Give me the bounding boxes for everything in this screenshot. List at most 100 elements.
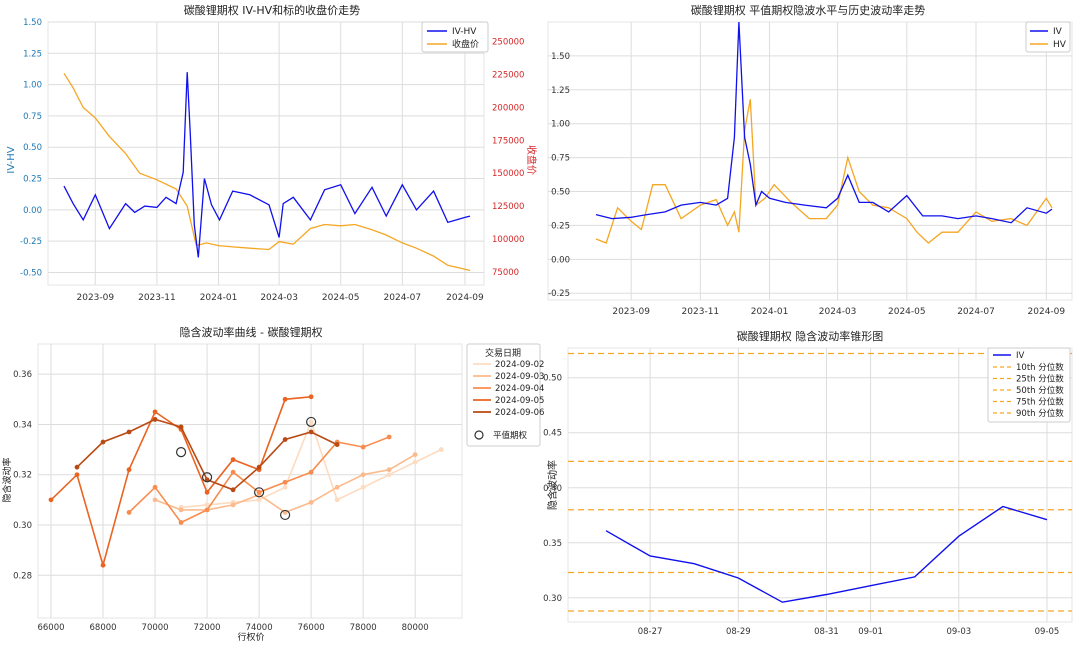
panel1-y2-tick-label: 175000 <box>492 136 524 146</box>
panel3-x-tick-label: 78000 <box>350 623 377 633</box>
panel3-smile-point <box>412 452 418 458</box>
panel4-x-tick-label: 09-05 <box>1035 627 1060 637</box>
panel2-x-tick-label: 2024-05 <box>888 307 926 317</box>
panel1-x-tick-label: 2024-05 <box>322 293 360 303</box>
panel3-grid <box>37 343 463 619</box>
panel3-legend-label: 2024-09-04 <box>495 384 544 394</box>
panel3-smile-point <box>308 429 314 435</box>
panel2-y-tick-label: 1.25 <box>551 86 570 96</box>
panel1-x-tick-label: 2024-03 <box>260 293 298 303</box>
panel3-smile-point <box>334 484 340 490</box>
panel1-y2label: 收盘价 <box>525 145 538 175</box>
panel3-smile-point <box>204 502 210 508</box>
panel3-atm-marker <box>201 472 213 483</box>
panel2-x-tick-label: 2023-09 <box>612 307 650 317</box>
panel4-y-tick-label: 0.50 <box>543 374 562 384</box>
panel1-x-ticks: 2023-09 2023-11 2024-01 2024-03 2024-05 2024-… <box>77 293 485 303</box>
panel3-legend-label: 2024-09-03 <box>495 372 544 382</box>
panel3-legend-atm-swatch <box>474 430 484 440</box>
panel3-smile-point <box>308 394 314 400</box>
panel1-grid <box>47 21 485 286</box>
panel2-y-tick-label: 1.00 <box>551 120 570 130</box>
panel3-legend-label: 2024-09-05 <box>495 396 544 406</box>
panel3-smile-line-2024-09-05 <box>50 396 312 569</box>
panel3-smile-point <box>152 484 158 490</box>
panel3-x-tick-label: 68000 <box>90 623 117 633</box>
panel4-x-tick-label: 08-29 <box>726 627 751 637</box>
panel3-smile-point <box>438 447 444 452</box>
panel3-series <box>48 394 444 569</box>
panel3-smile-point <box>204 489 210 495</box>
panel3-smile-point <box>126 467 132 473</box>
panel1-y2-tick-label: 250000 <box>492 38 524 48</box>
panel1-y2-tick-label: 200000 <box>492 103 524 113</box>
panel3-smile-point <box>256 489 262 495</box>
panel3-x-tick-label: 74000 <box>246 623 273 633</box>
panel1-series <box>63 72 471 272</box>
panel3-smile-point <box>256 497 262 503</box>
panel3-x-tick-label: 80000 <box>402 623 429 633</box>
panel4-x-tick-label: 08-31 <box>814 627 839 637</box>
panel4-plot-frame <box>567 347 1073 623</box>
panel3-smile-point <box>204 507 210 513</box>
panel3-atm-marker <box>306 416 317 428</box>
panel2-x-tick-label: 2023-11 <box>682 307 720 317</box>
panel1-x-tick-label: 2023-11 <box>138 293 176 303</box>
panel1-y-tick-label: 0.50 <box>23 143 42 153</box>
panel3-xlabel: 行权价 <box>237 631 264 643</box>
panel3-smile-point <box>308 499 314 505</box>
panel1-x-tick-label: 2024-09 <box>446 293 484 303</box>
panel1-x-tick-label: 2024-07 <box>384 293 422 303</box>
panel1-y-tick-label: 1.25 <box>23 49 42 59</box>
panel4-title: 碳酸锂期权 隐含波动率锥形图 <box>737 329 884 343</box>
panel4-series <box>605 505 1048 603</box>
panel3-smile-point <box>100 562 106 568</box>
panel3-ylabel: 隐含波动率 <box>1 457 13 502</box>
panel4-y-tick-label: 0.45 <box>543 429 562 439</box>
panel3-smile-point <box>230 502 236 508</box>
panel2-y-tick-label: 0.75 <box>551 154 570 164</box>
panel-iv-hv-close: 碳酸锂期权 IV-HV和标的收盘价走势 IV-HV 收盘价 2023-09 202… <box>6 3 538 303</box>
panel1-x-tick-label: 2023-09 <box>77 293 115 303</box>
panel1-y2-tick-label: 75000 <box>492 268 519 278</box>
panel1-y2-tick-label: 125000 <box>492 202 524 212</box>
panel2-series <box>595 21 1053 244</box>
panel2-iv-line <box>595 21 1053 224</box>
panel4-legend-label-pct: 90th 分位数 <box>1016 408 1064 419</box>
panel3-atm-marker <box>175 446 187 458</box>
panel3-smile-point <box>178 424 184 430</box>
panel3-smile-point <box>308 419 314 425</box>
panel2-y-tick-label: 0.25 <box>551 221 570 231</box>
panel3-y-ticks: 0.28 0.30 0.32 0.34 0.36 <box>13 370 32 581</box>
panel3-y-tick-label: 0.34 <box>13 420 32 430</box>
panel3-smile-point <box>360 444 366 450</box>
panel3-smile-point <box>152 497 158 503</box>
panel3-atm-marker <box>280 509 291 521</box>
panel3-smile-point <box>386 467 392 473</box>
panel3-smile-point <box>386 472 392 478</box>
panel2-y-tick-label: 0.50 <box>551 188 570 198</box>
panel3-smile-point <box>152 409 158 415</box>
panel3-smile-point <box>282 437 288 442</box>
panel2-y-tick-label: -0.25 <box>548 289 570 299</box>
panel3-smile-point <box>178 520 184 525</box>
panel4-x-ticks: 08-27 08-29 08-31 09-01 09-03 09-05 <box>638 627 1060 637</box>
panel3-y-tick-label: 0.28 <box>13 571 32 581</box>
panel2-title: 碳酸锂期权 平值期权隐波水平与历史波动率走势 <box>691 3 926 17</box>
panel2-legend-label-iv: IV <box>1053 27 1063 37</box>
panel3-smile-point <box>360 472 366 478</box>
panel2-x-tick-label: 2024-01 <box>751 307 789 317</box>
panel3-legend: 交易日期 2024-09-02 2024-09-03 2024-09-04 2024-… <box>466 343 544 447</box>
panel3-smile-point <box>256 464 262 470</box>
panel3-smile-point <box>74 464 80 470</box>
panel4-y-tick-label: 0.40 <box>543 484 562 494</box>
panel1-y-tick-label: 0.75 <box>23 112 42 122</box>
panel3-smile-point <box>386 434 392 440</box>
panel1-y2-ticks: 75000 100000 125000 150000 175000 200000 22500… <box>492 38 524 278</box>
panel2-y-tick-label: 0.00 <box>551 255 570 265</box>
panel4-y-tick-label: 0.35 <box>543 539 562 549</box>
panel3-smile-point <box>308 469 314 475</box>
panel4-y-ticks: 0.30 0.35 0.40 0.45 0.50 <box>543 374 562 604</box>
